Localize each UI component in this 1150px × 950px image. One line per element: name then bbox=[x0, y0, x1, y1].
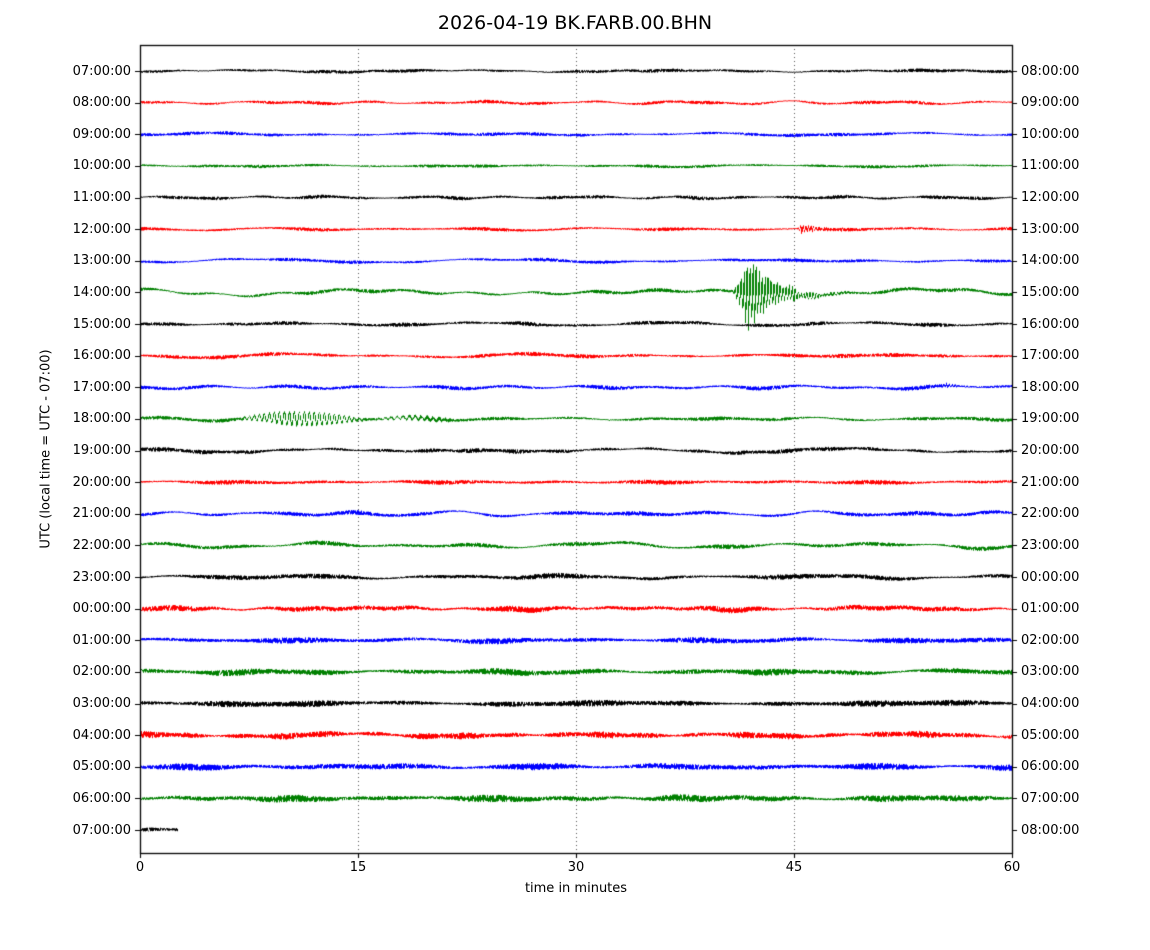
y-tick-label-right-22: 06:00:00 bbox=[1021, 759, 1080, 775]
y-tick-label-left-5: 12:00:00 bbox=[72, 221, 131, 237]
x-tick-label-15: 15 bbox=[349, 860, 367, 875]
y-tick-label-right-13: 21:00:00 bbox=[1021, 474, 1080, 490]
y-tick-label-left-15: 22:00:00 bbox=[72, 537, 131, 553]
y-tick-label-right-20: 04:00:00 bbox=[1021, 696, 1080, 711]
y-tick-label-right-23: 07:00:00 bbox=[1021, 790, 1080, 806]
y-tick-label-right-2: 10:00:00 bbox=[1021, 126, 1080, 142]
y-tick-label-right-19: 03:00:00 bbox=[1021, 664, 1080, 680]
y-tick-label-right-8: 16:00:00 bbox=[1021, 316, 1080, 332]
y-tick-label-right-3: 11:00:00 bbox=[1021, 158, 1080, 174]
y-tick-label-left-2: 09:00:00 bbox=[72, 126, 131, 142]
y-tick-label-right-21: 05:00:00 bbox=[1021, 727, 1080, 743]
y-tick-label-left-22: 05:00:00 bbox=[72, 759, 131, 775]
y-tick-label-left-19: 02:00:00 bbox=[72, 664, 131, 680]
y-tick-label-left-4: 11:00:00 bbox=[72, 190, 131, 205]
y-tick-label-left-17: 00:00:00 bbox=[72, 601, 131, 617]
y-tick-label-left-10: 17:00:00 bbox=[72, 379, 131, 395]
x-tick-label-0: 0 bbox=[135, 860, 145, 875]
y-tick-label-left-14: 21:00:00 bbox=[72, 506, 131, 522]
y-tick-label-right-10: 18:00:00 bbox=[1021, 379, 1080, 395]
y-tick-label-right-17: 01:00:00 bbox=[1021, 601, 1080, 617]
y-tick-label-left-18: 01:00:00 bbox=[72, 632, 131, 648]
y-tick-label-right-5: 13:00:00 bbox=[1021, 221, 1080, 237]
y-tick-label-right-9: 17:00:00 bbox=[1021, 348, 1080, 364]
y-tick-label-right-14: 22:00:00 bbox=[1021, 506, 1080, 522]
y-tick-label-left-23: 06:00:00 bbox=[72, 790, 131, 806]
y-tick-label-left-7: 14:00:00 bbox=[72, 284, 131, 300]
y-tick-label-right-18: 02:00:00 bbox=[1021, 632, 1080, 648]
x-tick-label-45: 45 bbox=[785, 860, 803, 875]
y-tick-label-left-16: 23:00:00 bbox=[72, 569, 131, 585]
y-tick-label-right-4: 12:00:00 bbox=[1021, 190, 1080, 205]
y-tick-label-right-16: 00:00:00 bbox=[1021, 569, 1080, 585]
y-tick-label-left-3: 10:00:00 bbox=[72, 158, 131, 174]
y-tick-label-left-13: 20:00:00 bbox=[72, 474, 131, 490]
y-tick-label-left-12: 19:00:00 bbox=[72, 443, 131, 458]
y-tick-label-right-11: 19:00:00 bbox=[1021, 411, 1080, 427]
x-tick-label-60: 60 bbox=[1003, 860, 1021, 875]
x-axis-label: time in minutes bbox=[524, 881, 628, 896]
y-tick-label-right-15: 23:00:00 bbox=[1021, 537, 1080, 553]
y-tick-label-left-20: 03:00:00 bbox=[72, 696, 131, 711]
y-tick-label-left-8: 15:00:00 bbox=[72, 316, 131, 332]
y-tick-label-left-0: 07:00:00 bbox=[72, 63, 131, 79]
y-tick-label-right-6: 14:00:00 bbox=[1021, 253, 1080, 269]
y-tick-label-right-0: 08:00:00 bbox=[1021, 63, 1080, 79]
y-tick-label-left-21: 04:00:00 bbox=[72, 727, 131, 743]
y-tick-label-right-7: 15:00:00 bbox=[1021, 284, 1080, 300]
y-tick-label-left-9: 16:00:00 bbox=[72, 348, 131, 364]
y-tick-label-right-24: 08:00:00 bbox=[1021, 822, 1080, 838]
x-tick-label-30: 30 bbox=[567, 860, 585, 875]
y-tick-label-left-1: 08:00:00 bbox=[72, 95, 131, 111]
y-tick-label-right-1: 09:00:00 bbox=[1021, 95, 1080, 111]
y-tick-label-left-11: 18:00:00 bbox=[72, 411, 131, 427]
y-tick-label-right-12: 20:00:00 bbox=[1021, 443, 1080, 458]
y-tick-label-left-24: 07:00:00 bbox=[72, 822, 131, 838]
y-tick-label-left-6: 13:00:00 bbox=[72, 253, 131, 269]
